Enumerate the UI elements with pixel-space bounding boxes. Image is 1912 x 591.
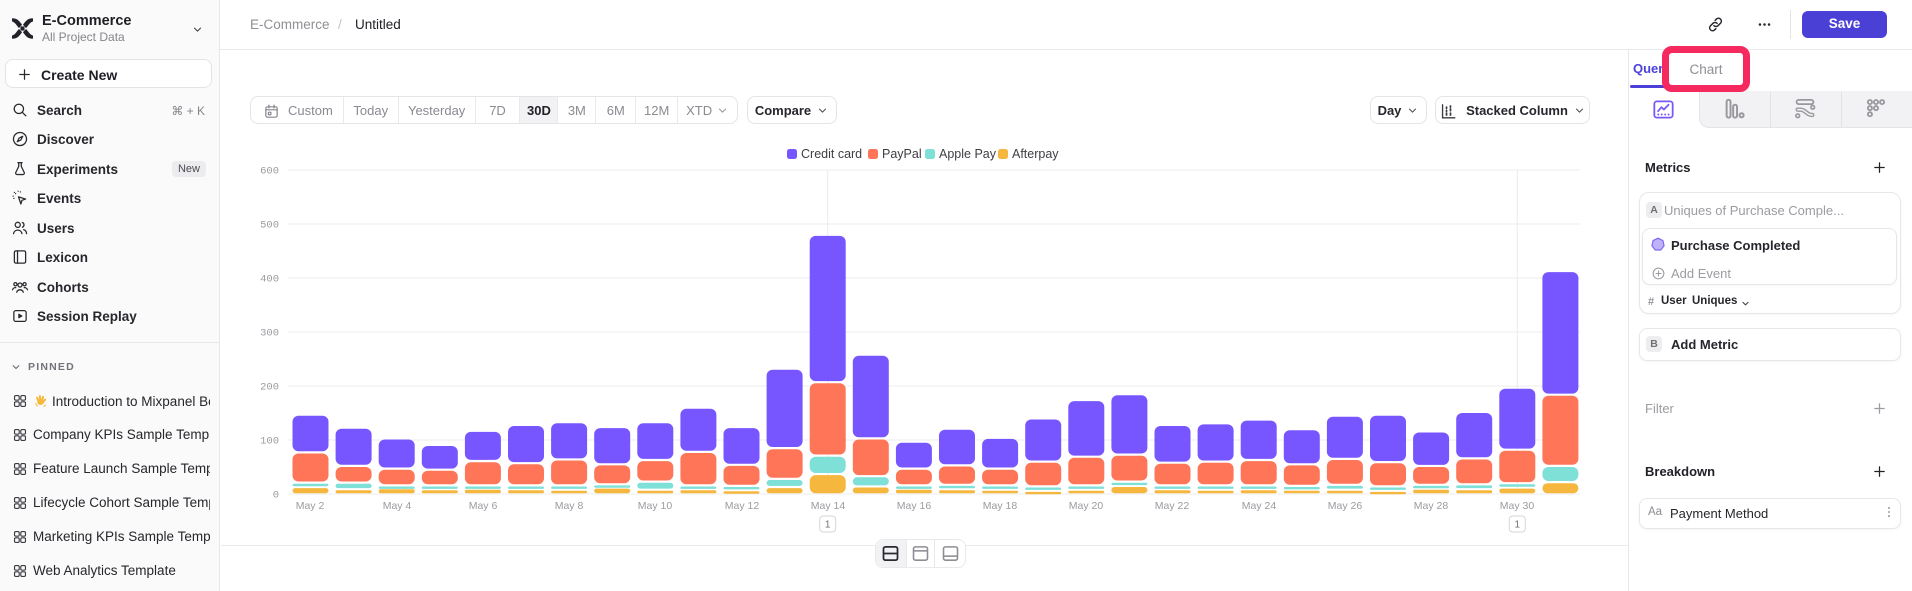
svg-text:1: 1 bbox=[1515, 520, 1521, 531]
svg-text:May 20: May 20 bbox=[1069, 500, 1104, 512]
svg-text:400: 400 bbox=[260, 274, 279, 286]
svg-text:May 2: May 2 bbox=[296, 500, 325, 512]
svg-text:May 24: May 24 bbox=[1242, 500, 1277, 512]
svg-text:May 6: May 6 bbox=[469, 500, 498, 512]
svg-text:May 30: May 30 bbox=[1500, 500, 1535, 512]
svg-text:May 26: May 26 bbox=[1328, 500, 1363, 512]
svg-text:0: 0 bbox=[273, 490, 279, 502]
svg-text:500: 500 bbox=[260, 220, 279, 232]
svg-text:200: 200 bbox=[260, 382, 279, 394]
svg-text:300: 300 bbox=[260, 328, 279, 340]
svg-text:May 14: May 14 bbox=[811, 500, 846, 512]
svg-text:1: 1 bbox=[825, 520, 831, 531]
svg-text:May 22: May 22 bbox=[1155, 500, 1190, 512]
svg-text:May 10: May 10 bbox=[638, 500, 673, 512]
svg-text:May 28: May 28 bbox=[1414, 500, 1449, 512]
svg-text:100: 100 bbox=[260, 436, 279, 448]
svg-text:May 12: May 12 bbox=[725, 500, 760, 512]
svg-text:May 4: May 4 bbox=[383, 500, 412, 512]
svg-text:May 18: May 18 bbox=[983, 500, 1018, 512]
svg-text:May 16: May 16 bbox=[897, 500, 932, 512]
svg-text:600: 600 bbox=[260, 166, 279, 178]
svg-text:May 8: May 8 bbox=[555, 500, 584, 512]
